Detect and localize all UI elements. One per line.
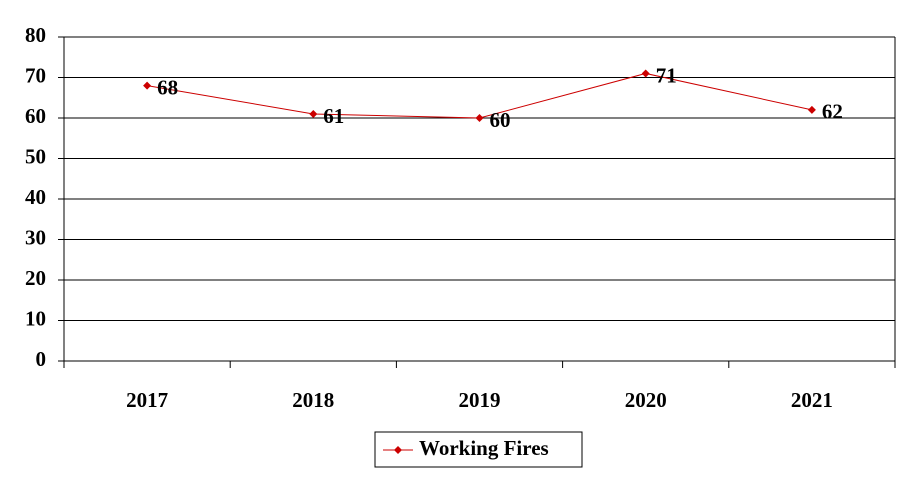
data-label: 68 [157,75,178,99]
y-tick-label: 20 [25,266,46,290]
data-point [807,105,816,114]
y-tick-label: 10 [25,306,46,330]
data-point [309,109,318,118]
data-label: 61 [323,104,344,128]
y-tick-label: 40 [25,185,46,209]
legend-label: Working Fires [419,436,549,460]
legend-marker [394,446,402,454]
data-point [641,69,650,78]
y-tick-label: 50 [25,144,46,168]
x-tick-label: 2019 [459,388,501,412]
x-tick-label: 2020 [625,388,667,412]
x-tick-label: 2018 [292,388,334,412]
data-point [475,114,484,122]
y-tick-label: 60 [25,104,46,128]
x-tick-label: 2017 [126,388,168,412]
data-point [143,81,152,90]
x-tick-label: 2021 [791,388,833,412]
y-tick-label: 30 [25,225,46,249]
data-label: 71 [656,63,677,87]
y-tick-label: 70 [25,63,46,87]
y-tick-label: 0 [36,347,47,371]
data-label: 62 [822,100,843,124]
y-tick-label: 80 [25,23,46,47]
data-label: 60 [490,108,511,132]
